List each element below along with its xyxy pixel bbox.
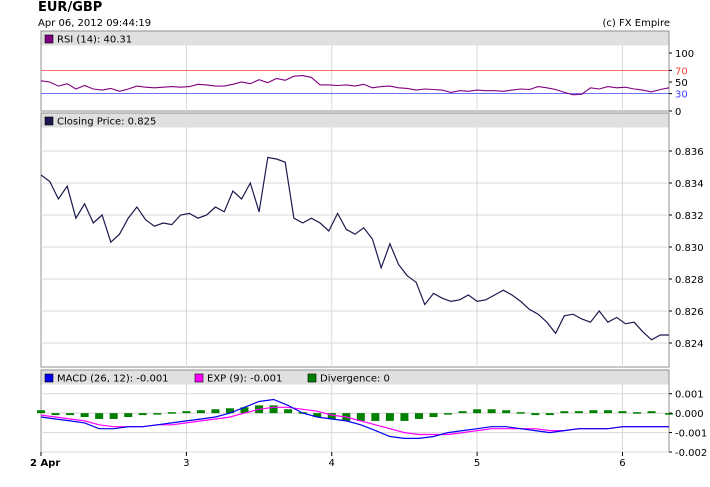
x-tick-label: 5: [474, 458, 480, 469]
exp-legend-swatch: [194, 373, 204, 383]
rsi-tick-label: 30: [675, 90, 688, 101]
divergence-bar: [138, 413, 147, 416]
divergence-bar: [647, 411, 656, 414]
price-tick-label: 0.830: [675, 243, 704, 254]
divergence-bar: [516, 412, 525, 414]
divergence-bar: [545, 413, 554, 416]
macd-legend-label: MACD (26, 12): -0.001: [57, 374, 169, 385]
divergence-bar: [153, 413, 162, 415]
macd-panel: 0.001 0.000 -0.001 -0.002 MACD (26, 12): -0.…: [37, 369, 707, 459]
macd-tick-label: -0.002: [675, 448, 707, 459]
price-tick-label: 0.834: [675, 179, 704, 190]
macd-tick-label: -0.001: [675, 429, 707, 440]
divergence-bar: [95, 413, 104, 419]
price-legend-swatch: [44, 116, 54, 126]
x-axis: 2 Apr 3 4 5 6: [30, 452, 626, 469]
divergence-bar: [665, 413, 673, 415]
divergence-bar: [589, 410, 598, 414]
timestamp: Apr 06, 2012 09:44:19: [38, 18, 151, 29]
macd-tick-label: 0.001: [675, 390, 704, 401]
divergence-bar: [240, 407, 249, 414]
divergence-bar: [531, 413, 540, 416]
divergence-bar: [487, 409, 496, 414]
divergence-bar: [502, 410, 511, 414]
rsi-legend-swatch: [44, 34, 54, 44]
price-tick-label: 0.824: [675, 339, 704, 350]
symbol-title: EUR/GBP: [38, 0, 102, 15]
divergence-bar: [327, 413, 336, 419]
divergence-bar: [473, 409, 482, 414]
x-tick-label: 3: [183, 458, 189, 469]
price-tick-label: 0.828: [675, 275, 704, 286]
divergence-bar: [560, 411, 569, 414]
divergence-bar: [356, 413, 365, 421]
divergence-bar: [80, 413, 89, 418]
divergence-bar: [371, 413, 380, 421]
price-frame: [40, 112, 670, 368]
divergence-bar: [211, 409, 220, 414]
rsi-tick-label: 70: [675, 66, 688, 77]
rsi-header-bar: [41, 31, 669, 46]
divergence-bar: [124, 413, 133, 418]
x-tick-label: 2 Apr: [30, 458, 60, 469]
rsi-tick-label: 50: [675, 78, 688, 89]
divergence-bar: [167, 412, 176, 414]
price-legend-label: Closing Price: 0.825: [57, 117, 156, 128]
divergence-bar: [196, 410, 205, 414]
divergence-bar: [400, 413, 409, 421]
divergence-legend-label: Divergence: 0: [320, 374, 390, 385]
divergence-bar: [618, 411, 627, 414]
price-tick-label: 0.836: [675, 147, 704, 158]
divergence-bar: [429, 413, 438, 418]
divergence-bar: [182, 411, 191, 414]
divergence-bar: [269, 405, 278, 414]
x-tick-label: 6: [619, 458, 625, 469]
divergence-bar: [574, 411, 583, 414]
divergence-bar: [284, 409, 293, 414]
price-header-bar: [41, 113, 669, 128]
divergence-bar: [385, 413, 394, 421]
price-panel: 0.836 0.834 0.832 0.830 0.828 0.826 0.824 Closi…: [40, 112, 704, 368]
exp-legend-label: EXP (9): -0.001: [207, 374, 282, 385]
x-tick-label: 4: [329, 458, 335, 469]
macd-legend-swatch: [44, 373, 54, 383]
divergence-bar: [633, 412, 642, 414]
divergence-legend-swatch: [307, 373, 317, 383]
divergence-bar: [37, 410, 45, 414]
divergence-bar: [66, 413, 75, 416]
divergence-bar: [51, 413, 60, 416]
divergence-bar: [444, 413, 453, 415]
credit-label: (c) FX Empire: [603, 18, 671, 29]
price-series-line: [40, 156, 669, 341]
rsi-legend-label: RSI (14): 40.31: [57, 35, 132, 46]
divergence-bar: [313, 413, 322, 418]
divergence-bar: [458, 411, 467, 414]
rsi-tick-label: 0: [675, 107, 681, 118]
macd-series-line: [40, 398, 669, 439]
divergence-bar: [414, 413, 423, 419]
divergence-bar: [225, 408, 234, 414]
price-tick-label: 0.832: [675, 211, 704, 222]
rsi-series-line: [40, 75, 670, 96]
price-tick-label: 0.826: [675, 307, 704, 318]
divergence-bar: [109, 413, 118, 419]
macd-tick-label: 0.000: [675, 409, 704, 420]
rsi-tick-label: 100: [675, 49, 694, 60]
divergence-bar: [603, 410, 612, 414]
